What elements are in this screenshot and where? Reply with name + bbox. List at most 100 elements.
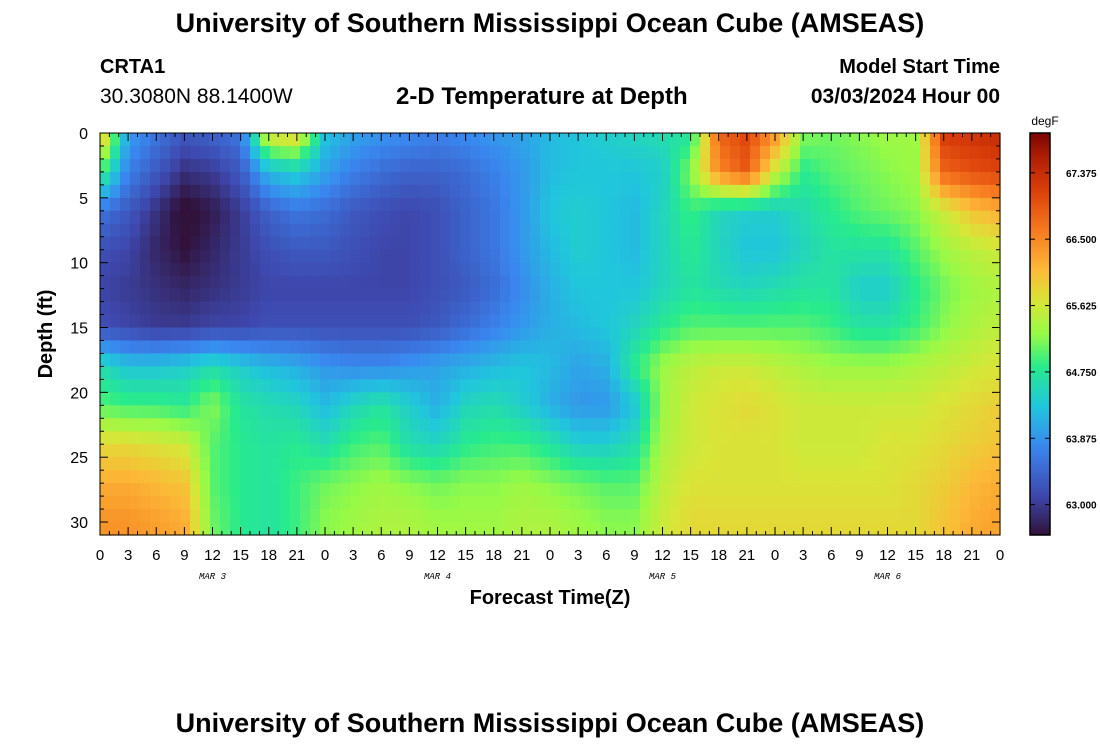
heatmap-cell: [980, 327, 991, 342]
heatmap-cell: [140, 379, 151, 393]
heatmap-cell: [200, 522, 211, 536]
heatmap-cell: [390, 262, 401, 277]
heatmap-cell: [830, 470, 841, 484]
heatmap-cell: [230, 366, 241, 380]
heatmap-cell: [580, 509, 591, 523]
heatmap-cell: [260, 496, 271, 510]
heatmap-cell: [500, 353, 511, 368]
heatmap-cell: [860, 418, 871, 432]
heatmap-cell: [880, 158, 891, 173]
heatmap-cell: [480, 133, 491, 147]
heatmap-cell: [260, 223, 271, 238]
heatmap-cell: [480, 457, 491, 471]
heatmap-cell: [720, 249, 731, 264]
heatmap-cell: [670, 522, 681, 536]
heatmap-cell: [300, 249, 311, 264]
heatmap-cell: [500, 133, 511, 147]
heatmap-cell: [570, 522, 581, 536]
heatmap-cell: [870, 457, 881, 471]
heatmap-cell: [970, 275, 981, 290]
heatmap-cell: [190, 431, 201, 445]
heatmap-cell: [220, 392, 231, 406]
heatmap-cell: [360, 522, 371, 536]
heatmap-cell: [740, 418, 751, 432]
heatmap-cell: [260, 171, 271, 186]
heatmap-cell: [970, 431, 981, 445]
heatmap-cell: [490, 133, 501, 147]
heatmap-cell: [770, 509, 781, 523]
heatmap-cell: [690, 327, 701, 342]
heatmap-cell: [220, 145, 231, 160]
x-tick-label: 6: [377, 547, 385, 564]
heatmap-cell: [960, 223, 971, 238]
heatmap-cell: [190, 158, 201, 173]
heatmap-cell: [980, 522, 991, 536]
heatmap-cell: [160, 184, 171, 199]
heatmap-cell: [950, 171, 961, 186]
heatmap-cell: [520, 522, 531, 536]
heatmap-cell: [100, 405, 111, 419]
heatmap-cell: [150, 184, 161, 199]
heatmap-cell: [660, 314, 671, 329]
heatmap-cell: [290, 288, 301, 303]
heatmap-cell: [160, 314, 171, 329]
heatmap-cell: [450, 275, 461, 290]
heatmap-cell: [100, 431, 111, 445]
heatmap-cell: [570, 483, 581, 497]
heatmap-cell: [500, 405, 511, 419]
heatmap-cell: [960, 145, 971, 160]
heatmap-cell: [600, 327, 611, 342]
heatmap-cell: [840, 171, 851, 186]
heatmap-cell: [190, 483, 201, 497]
heatmap-cell: [210, 444, 221, 458]
heatmap-cell: [490, 210, 501, 225]
heatmap-cell: [390, 171, 401, 186]
heatmap-cell: [640, 236, 651, 251]
heatmap-cell: [140, 314, 151, 329]
heatmap-cell: [940, 405, 951, 419]
heatmap-cell: [520, 418, 531, 432]
heatmap-cell: [540, 353, 551, 368]
heatmap-cell: [550, 457, 561, 471]
heatmap-cell: [330, 431, 341, 445]
heatmap-cell: [340, 223, 351, 238]
heatmap-cell: [280, 444, 291, 458]
heatmap-cell: [150, 314, 161, 329]
heatmap-cell: [650, 262, 661, 277]
heatmap-cell: [440, 327, 451, 342]
heatmap-cell: [280, 431, 291, 445]
heatmap-cell: [490, 197, 501, 212]
heatmap-cell: [650, 288, 661, 303]
heatmap-cell: [570, 223, 581, 238]
heatmap-cell: [960, 197, 971, 212]
heatmap-cell: [740, 444, 751, 458]
heatmap-cell: [880, 327, 891, 342]
heatmap-cell: [140, 158, 151, 173]
heatmap-cell: [950, 133, 961, 147]
heatmap-cell: [730, 223, 741, 238]
heatmap-cell: [960, 301, 971, 316]
heatmap-cell: [560, 262, 571, 277]
heatmap-cell: [380, 327, 391, 342]
heatmap-cell: [750, 145, 761, 160]
heatmap-cell: [690, 197, 701, 212]
heatmap-cell: [410, 249, 421, 264]
heatmap-cell: [280, 327, 291, 342]
heatmap-cell: [570, 431, 581, 445]
heatmap-cell: [700, 275, 711, 290]
heatmap-cell: [810, 327, 821, 342]
heatmap-cell: [680, 210, 691, 225]
heatmap-cell: [130, 431, 141, 445]
heatmap-cell: [470, 133, 481, 147]
heatmap-cell: [580, 145, 591, 160]
heatmap-cell: [180, 133, 191, 147]
heatmap-cell: [550, 522, 561, 536]
heatmap-cell: [990, 158, 1001, 173]
heatmap-cell: [320, 249, 331, 264]
heatmap-cell: [540, 249, 551, 264]
heatmap-cell: [430, 288, 441, 303]
heatmap-cell: [770, 418, 781, 432]
heatmap-cell: [640, 275, 651, 290]
heatmap-cell: [680, 457, 691, 471]
heatmap-cell: [340, 340, 351, 355]
